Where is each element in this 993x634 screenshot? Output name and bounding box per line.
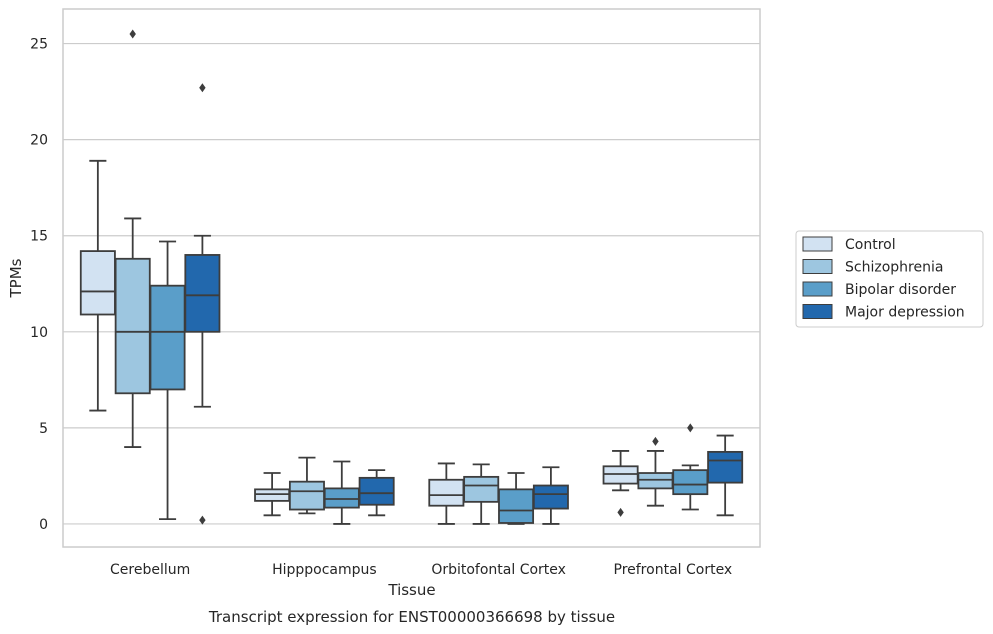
chart-caption: Transcript expression for ENST0000036669…	[208, 608, 615, 626]
y-tick-label: 10	[30, 325, 48, 341]
box-body	[707, 450, 744, 484]
box-body	[498, 488, 535, 524]
y-axis-label: TPMs	[7, 258, 25, 298]
box-body	[184, 254, 221, 333]
box-body	[463, 475, 500, 503]
box-control	[79, 159, 116, 412]
box-body	[149, 284, 186, 391]
outlier-point	[687, 423, 694, 433]
outlier-point	[199, 83, 206, 93]
outlier-point	[617, 507, 624, 517]
box-major-depression	[358, 469, 395, 517]
box-major-depression	[532, 466, 569, 525]
legend-label: Schizophrenia	[845, 260, 943, 276]
box-body	[672, 469, 709, 496]
legend-label: Bipolar disorder	[845, 282, 956, 298]
y-axis-ticks: 0 5 10 15 20 25	[30, 37, 48, 533]
box-body	[602, 465, 639, 485]
outlier-point	[199, 515, 206, 525]
y-tick-label: 25	[30, 37, 48, 53]
box-body	[323, 487, 360, 509]
box-body	[288, 480, 325, 511]
x-tick-label: Hipppocampus	[272, 562, 377, 578]
box-series	[79, 29, 744, 525]
x-tick-label: Orbitofontal Cortex	[431, 562, 566, 578]
box-bipolar-disorder	[149, 240, 186, 521]
legend-label: Control	[845, 237, 896, 253]
legend-label: Major depression	[845, 305, 965, 321]
box-control	[602, 450, 639, 517]
y-tick-label: 15	[30, 229, 48, 245]
box-major-depression	[707, 434, 744, 517]
legend-swatch	[802, 236, 833, 252]
outlier-point	[129, 29, 136, 39]
y-tick-label: 5	[39, 421, 48, 437]
y-tick-label: 20	[30, 133, 48, 149]
x-axis-ticks: Cerebellum Hipppocampus Orbitofontal Corte…	[110, 562, 732, 578]
x-tick-label: Prefrontal Cortex	[614, 562, 733, 578]
box-body	[428, 478, 465, 507]
box-body	[114, 257, 151, 395]
legend-frame	[795, 230, 984, 328]
box-body	[358, 476, 395, 506]
x-tick-label: Cerebellum	[110, 562, 190, 578]
box-bipolar-disorder	[323, 460, 360, 525]
legend: Control Schizophrenia Bipolar disorder Majo…	[795, 230, 984, 328]
box-body	[254, 488, 291, 502]
box-schizophrenia	[114, 29, 151, 448]
box-body	[79, 250, 116, 316]
box-schizophrenia	[637, 436, 674, 507]
box-body	[532, 484, 569, 510]
x-axis-label: Tissue	[387, 581, 435, 599]
box-bipolar-disorder	[672, 423, 709, 511]
y-tick-label: 0	[39, 517, 48, 533]
outlier-point	[652, 436, 659, 446]
legend-swatch	[802, 259, 833, 274]
box-major-depression	[184, 83, 221, 525]
legend-swatch	[802, 281, 833, 297]
box-schizophrenia	[288, 456, 325, 515]
plot-area	[62, 8, 761, 548]
legend-swatch	[802, 304, 833, 319]
box-body	[637, 472, 674, 490]
